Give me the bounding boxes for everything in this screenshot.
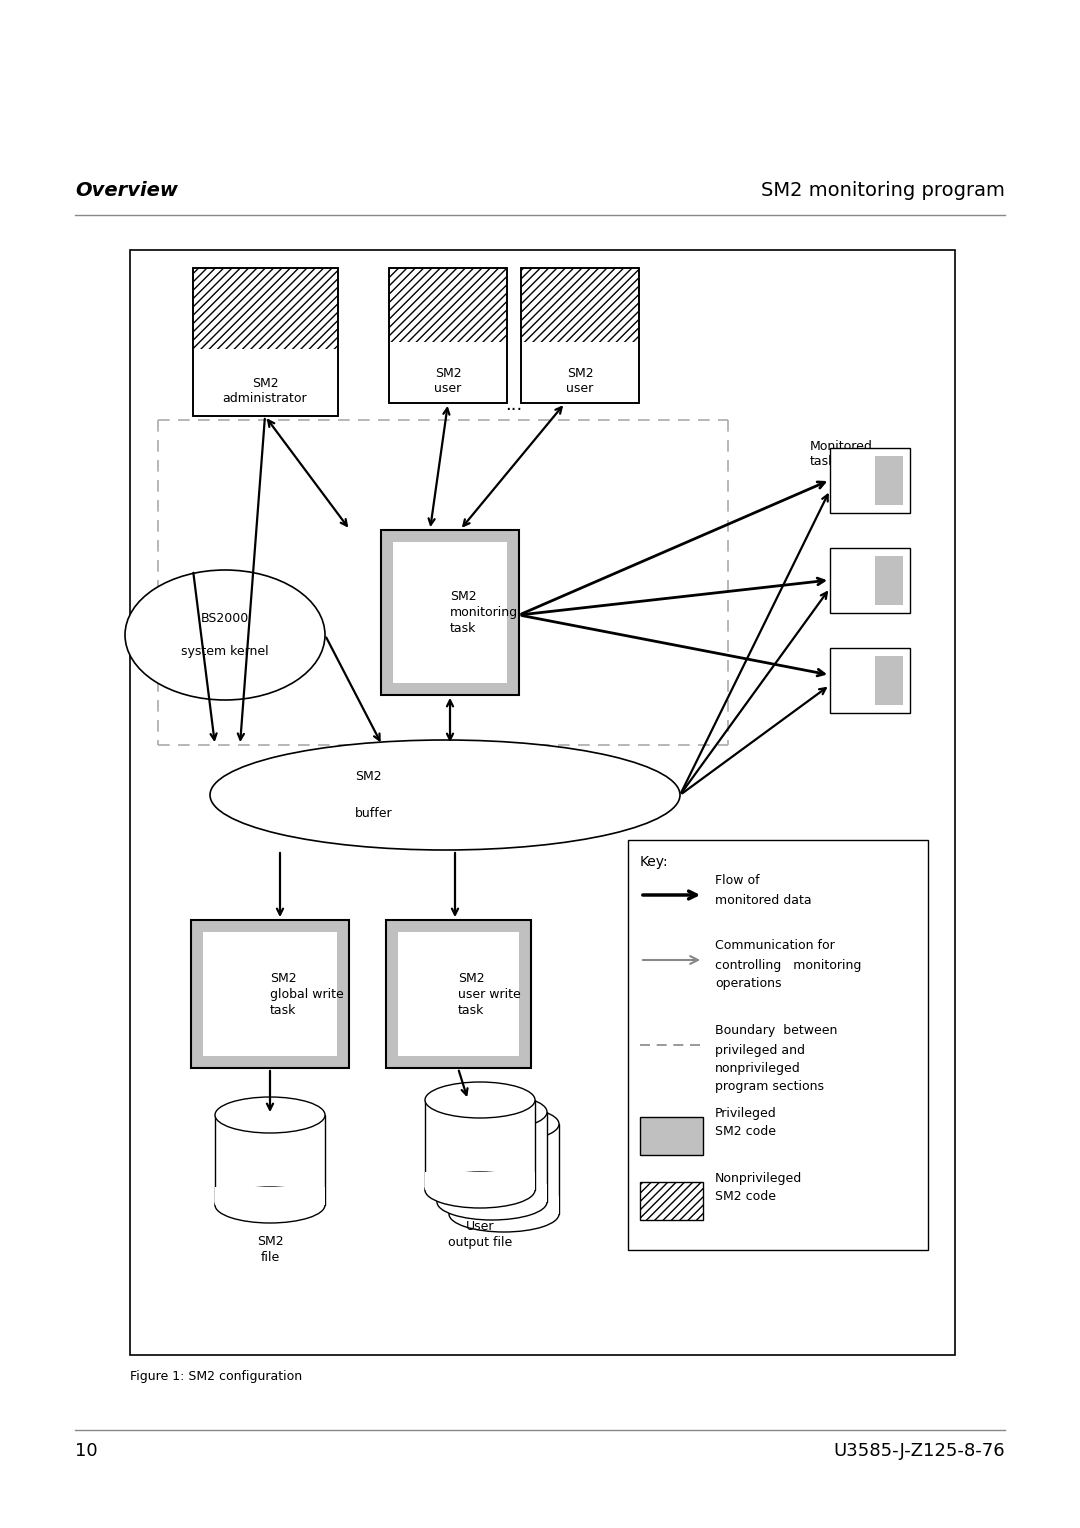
Text: ...: ... xyxy=(505,396,523,414)
Text: SM2: SM2 xyxy=(355,770,381,782)
Bar xyxy=(191,920,349,1068)
Text: user: user xyxy=(566,382,594,394)
Bar xyxy=(389,267,507,342)
Ellipse shape xyxy=(426,1172,535,1209)
Text: Overview: Overview xyxy=(75,180,178,200)
Text: file: file xyxy=(260,1251,280,1264)
Text: SM2: SM2 xyxy=(458,972,485,984)
Bar xyxy=(426,1172,535,1190)
Bar xyxy=(521,267,639,403)
Bar xyxy=(521,267,639,403)
Text: Monitored
task: Monitored task xyxy=(810,440,873,468)
Bar xyxy=(393,542,507,683)
Ellipse shape xyxy=(210,740,680,850)
Bar xyxy=(449,1125,559,1215)
Ellipse shape xyxy=(437,1184,546,1219)
Text: Boundary  between: Boundary between xyxy=(715,1024,837,1038)
Bar xyxy=(192,267,338,416)
Bar xyxy=(389,267,507,403)
Bar xyxy=(449,1196,559,1215)
Text: U3585-J-Z125-8-76: U3585-J-Z125-8-76 xyxy=(834,1442,1005,1459)
Bar xyxy=(831,549,910,613)
Bar xyxy=(521,267,639,342)
Ellipse shape xyxy=(449,1196,559,1232)
Bar xyxy=(203,932,337,1056)
Bar xyxy=(426,1100,535,1190)
Bar xyxy=(389,267,507,403)
Bar xyxy=(875,656,903,704)
Bar xyxy=(640,1117,703,1155)
Bar xyxy=(640,1183,703,1219)
Bar xyxy=(437,1112,546,1203)
Text: administrator: administrator xyxy=(222,393,308,405)
Text: 10: 10 xyxy=(75,1442,97,1459)
Text: buffer: buffer xyxy=(355,807,393,821)
Bar xyxy=(215,1187,325,1206)
Bar xyxy=(386,920,530,1068)
Text: Flow of: Flow of xyxy=(715,874,759,886)
Ellipse shape xyxy=(437,1094,546,1131)
Text: operations: operations xyxy=(715,976,782,990)
Bar xyxy=(397,932,518,1056)
Text: task: task xyxy=(270,1004,296,1016)
Bar xyxy=(192,267,338,350)
Text: user: user xyxy=(434,382,461,394)
Bar xyxy=(831,448,910,513)
Bar xyxy=(130,251,955,1355)
Ellipse shape xyxy=(426,1082,535,1118)
Text: SM2: SM2 xyxy=(252,377,279,390)
Text: Communication for: Communication for xyxy=(715,940,835,952)
Text: SM2 code: SM2 code xyxy=(715,1125,777,1138)
Text: privileged and: privileged and xyxy=(715,1044,805,1057)
Text: system kernel: system kernel xyxy=(181,645,269,659)
Text: monitored data: monitored data xyxy=(715,894,812,908)
Text: Figure 1: SM2 configuration: Figure 1: SM2 configuration xyxy=(130,1371,302,1383)
Ellipse shape xyxy=(449,1106,559,1141)
Text: SM2 monitoring program: SM2 monitoring program xyxy=(761,180,1005,200)
Ellipse shape xyxy=(125,570,325,700)
Bar xyxy=(627,840,928,1250)
Ellipse shape xyxy=(215,1097,325,1132)
Text: Key:: Key: xyxy=(640,856,669,869)
Bar xyxy=(875,556,903,605)
Bar xyxy=(875,455,903,504)
Text: Nonprivileged: Nonprivileged xyxy=(715,1172,802,1186)
Text: monitoring: monitoring xyxy=(450,607,518,619)
Ellipse shape xyxy=(215,1187,325,1222)
Bar xyxy=(437,1184,546,1203)
Text: SM2: SM2 xyxy=(450,590,476,604)
Bar xyxy=(831,648,910,714)
Text: program sections: program sections xyxy=(715,1080,824,1093)
Text: task: task xyxy=(458,1004,484,1016)
Text: SM2: SM2 xyxy=(270,972,297,984)
Text: SM2 code: SM2 code xyxy=(715,1190,777,1203)
Text: SM2: SM2 xyxy=(257,1235,283,1248)
Bar xyxy=(215,1115,325,1206)
Text: SM2: SM2 xyxy=(434,367,461,380)
Text: output file: output file xyxy=(448,1236,512,1248)
Text: global write: global write xyxy=(270,987,343,1001)
Text: controlling   monitoring: controlling monitoring xyxy=(715,960,862,972)
Text: task: task xyxy=(450,622,476,636)
Bar xyxy=(192,267,338,416)
Text: User: User xyxy=(465,1219,495,1233)
Text: Privileged: Privileged xyxy=(715,1106,777,1120)
Text: nonprivileged: nonprivileged xyxy=(715,1062,800,1076)
Bar xyxy=(381,530,519,695)
Text: SM2: SM2 xyxy=(567,367,593,380)
Text: BS2000: BS2000 xyxy=(201,613,249,625)
Text: user write: user write xyxy=(458,987,521,1001)
